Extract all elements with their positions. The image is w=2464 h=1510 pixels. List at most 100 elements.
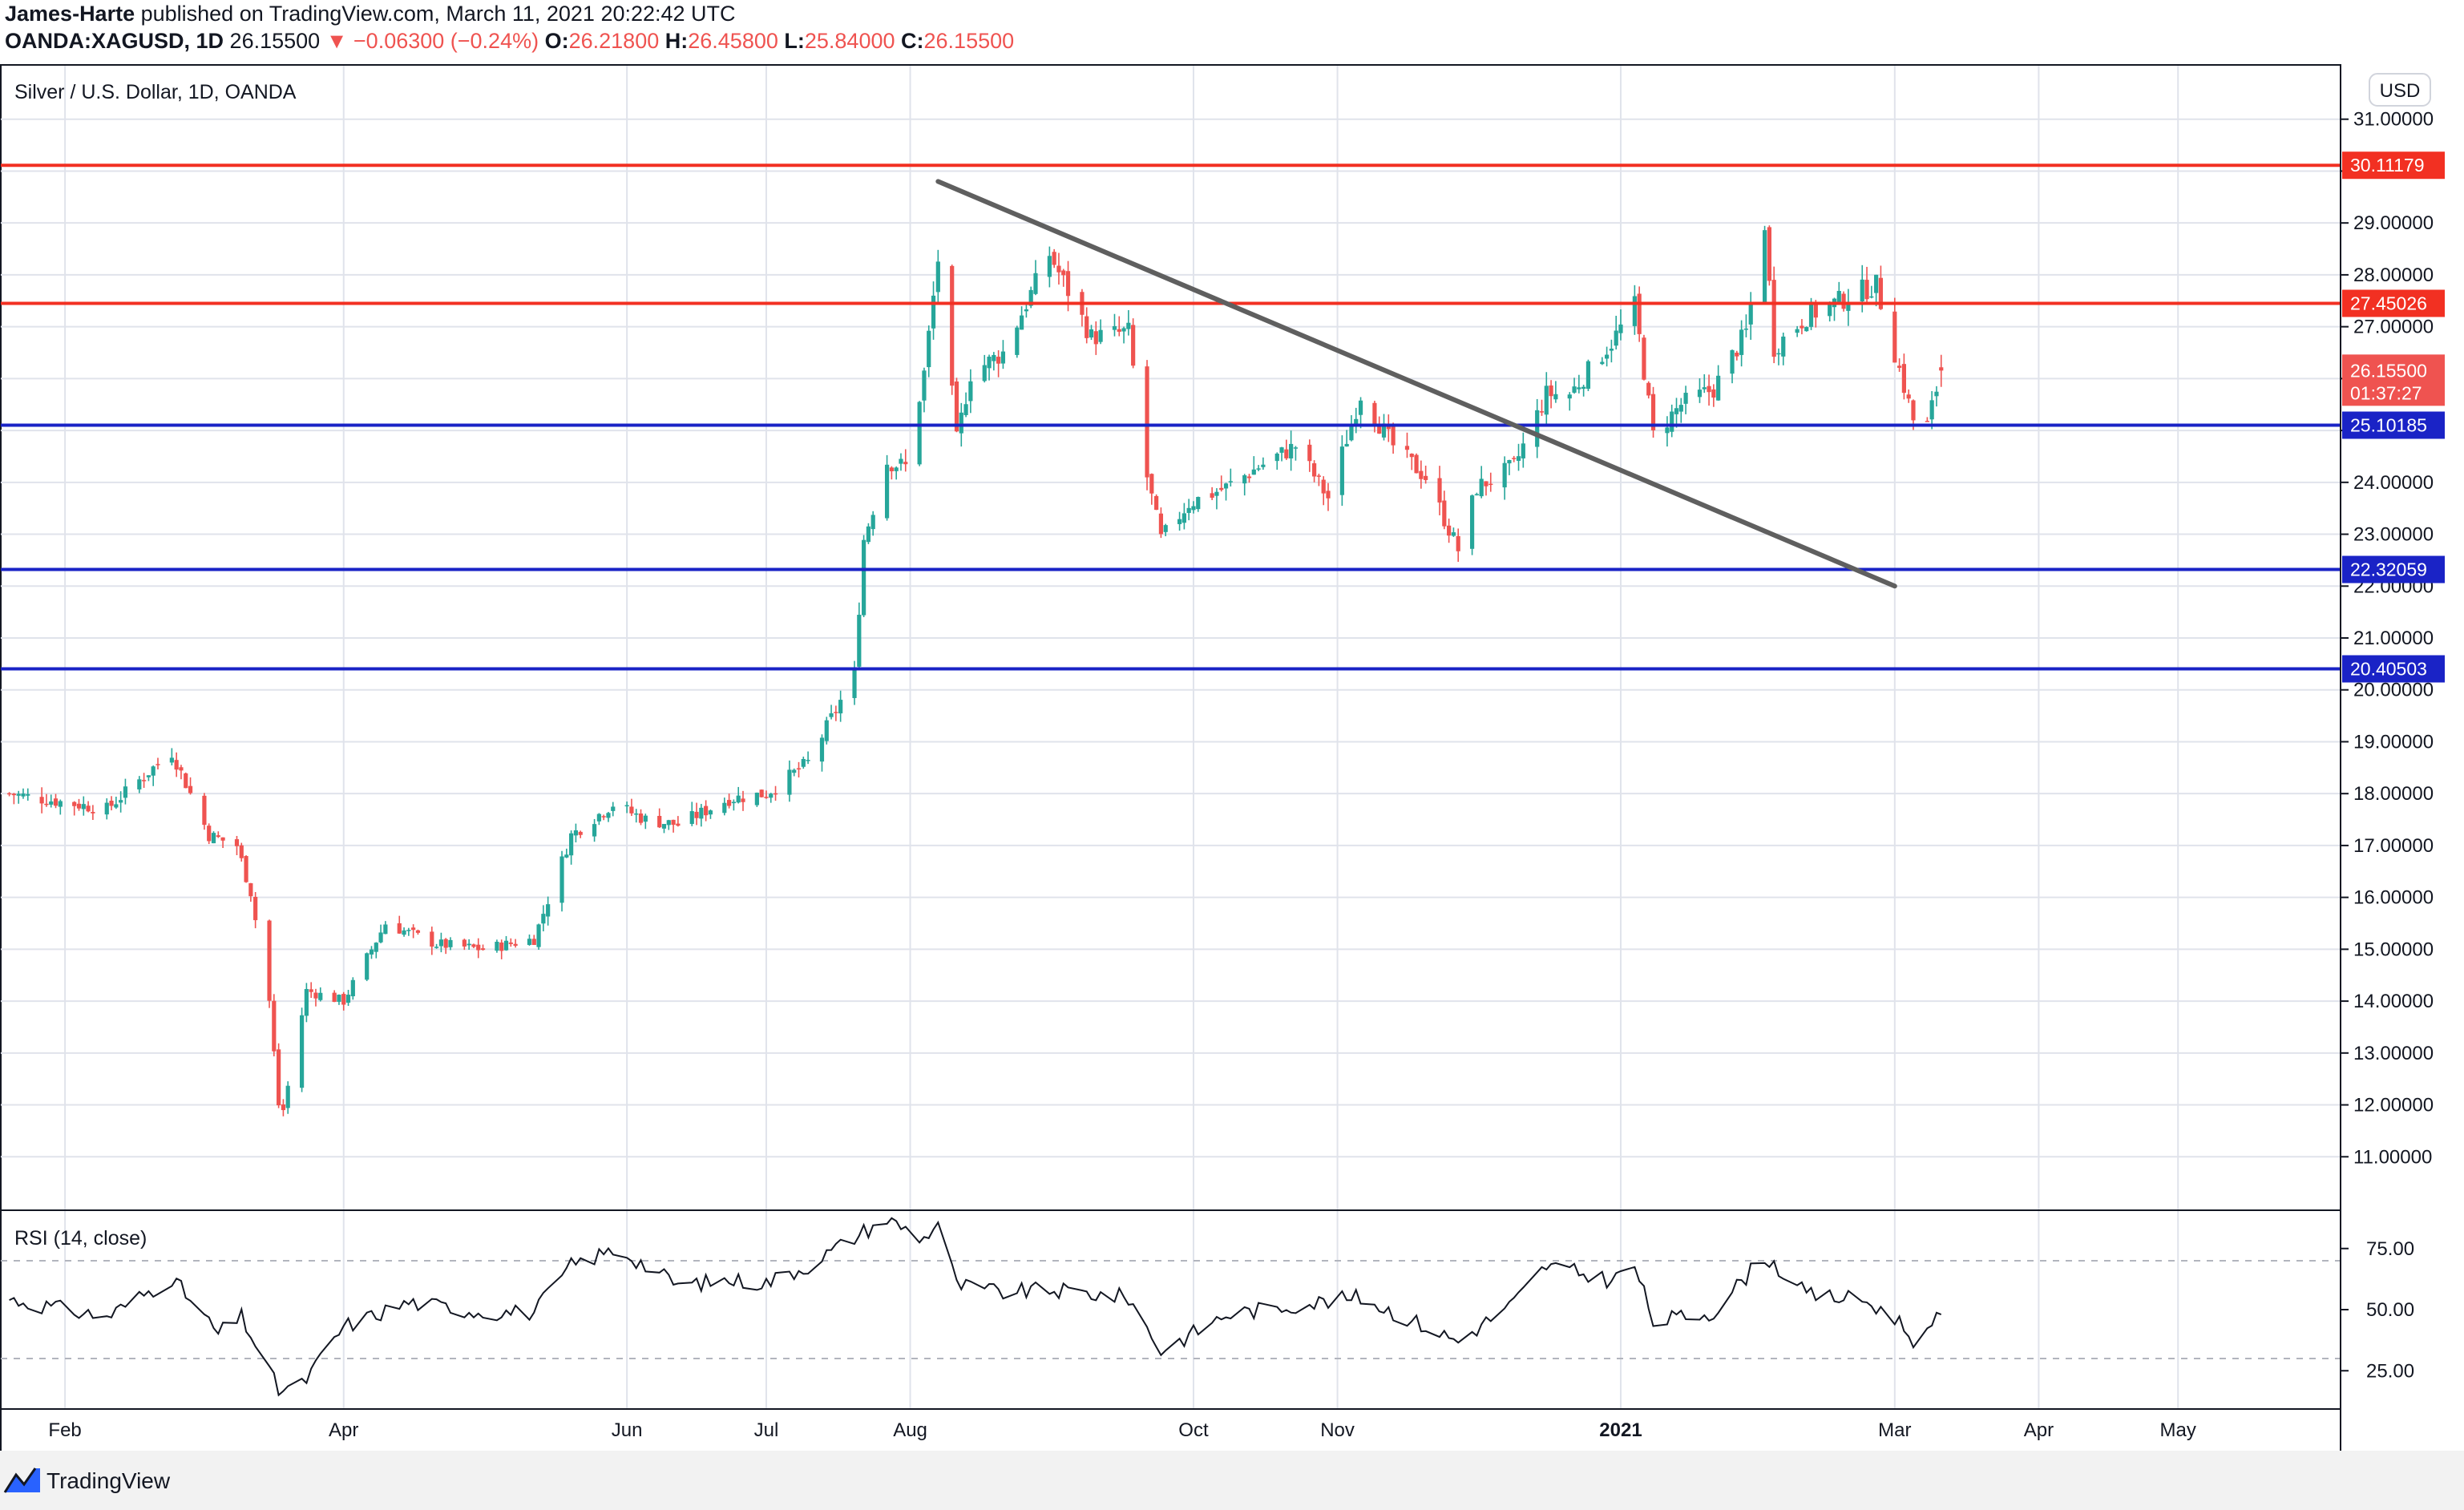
candle-273 (1776, 348, 1781, 365)
candle-body-71 (467, 943, 471, 946)
y-tick-label-2: 13.00000 (2353, 1043, 2434, 1064)
candle-body-107 (699, 807, 704, 819)
candle-body-280 (1828, 303, 1832, 317)
last-price-tag (2342, 354, 2445, 406)
candle-290 (1892, 297, 1897, 363)
candle-body-66 (434, 947, 439, 948)
candle-body-42 (277, 1049, 281, 1106)
candle-body-60 (397, 923, 402, 934)
candle-246 (1605, 346, 1610, 367)
candle-body-93 (606, 813, 611, 818)
candle-89 (578, 830, 583, 838)
candle-72 (471, 943, 476, 948)
candle-221 (1442, 491, 1447, 530)
candle-body-278 (1808, 303, 1814, 327)
candle-body-52 (341, 994, 346, 1005)
candle-body-244 (1585, 361, 1591, 390)
candle-122 (796, 761, 802, 778)
candle-body-265 (1730, 349, 1735, 374)
candle-body-224 (1456, 535, 1460, 551)
candle-body-157 (1024, 309, 1028, 312)
candle-body-149 (968, 381, 973, 402)
candle-83 (541, 905, 546, 932)
candle-body-117 (764, 797, 769, 798)
candle-body-240 (1567, 394, 1572, 399)
candle-217 (1414, 453, 1419, 474)
author-name[interactable]: James-Harte (5, 2, 135, 26)
candle-body-2 (16, 793, 21, 796)
level-tag-3 (2342, 555, 2445, 583)
candle-291 (1897, 358, 1902, 372)
candle-body-159 (1033, 273, 1038, 294)
candle-body-100 (657, 816, 662, 828)
candle-body-125 (819, 737, 825, 762)
horizontal-levels[interactable] (1, 164, 2340, 671)
candle-body-294 (1911, 400, 1916, 421)
candle-181 (1182, 503, 1186, 530)
price-axis[interactable]: 11.00000 12.00000 13.00000 14.00000 15.00000… (2341, 109, 2434, 1169)
candle-180 (1177, 511, 1182, 531)
candle-body-80 (527, 939, 532, 945)
candle-body-272 (1771, 280, 1776, 357)
candle-200 (1307, 439, 1312, 472)
candle-139 (903, 449, 908, 472)
candle-169 (1098, 319, 1103, 345)
candle-26 (174, 752, 179, 777)
candle-body-187 (1219, 487, 1224, 491)
candle-body-198 (1289, 443, 1294, 458)
candle-body-295 (1925, 421, 1929, 422)
candle-272 (1771, 266, 1776, 364)
candle-127 (829, 705, 834, 720)
candle-202 (1316, 473, 1321, 487)
candle-87 (569, 830, 574, 865)
candle-body-238 (1549, 385, 1553, 397)
candlestick-series (6, 225, 1944, 1116)
candle-209 (1358, 397, 1363, 429)
candle-body-227 (1479, 478, 1484, 497)
candle-body-203 (1321, 479, 1326, 494)
candle-50 (332, 990, 337, 1003)
candle-body-69 (448, 939, 453, 947)
candle-body-4 (26, 793, 30, 796)
candle-body-43 (281, 1104, 286, 1111)
y-tick-label-1: 12.00000 (2353, 1095, 2434, 1116)
tradingview-logo-icon[interactable] (3, 1465, 42, 1496)
candle-156 (1020, 306, 1024, 330)
candle-body-152 (992, 354, 996, 361)
footer-brand[interactable]: TradingView (46, 1468, 171, 1493)
candle-86 (564, 848, 569, 858)
candle-body-296 (1929, 400, 1934, 420)
candle-body-202 (1316, 475, 1321, 477)
candle-body-228 (1484, 481, 1488, 487)
candle-body-179 (1163, 525, 1168, 532)
currency-button-frame[interactable] (2369, 73, 2431, 107)
time-axis[interactable]: Feb Apr Jun Jul Aug Oct Nov 2021 Mar Apr May (48, 1419, 2195, 1441)
candle-body-183 (1191, 506, 1196, 511)
candle-76 (499, 939, 504, 959)
y-tick-label-9: 20.00000 (2353, 680, 2434, 701)
trendline-group[interactable] (935, 179, 1897, 589)
candle-body-264 (1716, 375, 1721, 401)
candle-258 (1678, 398, 1683, 423)
candle-263 (1711, 384, 1716, 407)
candle-body-92 (601, 816, 606, 818)
candle-body-163 (1061, 270, 1066, 276)
chart-canvas[interactable]: 11.00000 12.00000 13.00000 14.00000 15.00000… (0, 0, 2464, 1451)
trendline[interactable] (935, 179, 1897, 589)
candle-66 (434, 943, 439, 949)
candle-body-275 (1795, 329, 1800, 333)
candle-body-185 (1210, 493, 1214, 498)
candle-body-62 (406, 930, 411, 931)
candle-71 (467, 939, 471, 951)
currency-button[interactable]: USD (2369, 73, 2431, 107)
candle-body-105 (689, 811, 694, 825)
candle-body-164 (1065, 271, 1071, 297)
rsi-axis[interactable]: 25.00 50.00 75.00 (2341, 1238, 2414, 1383)
level-tag-label-0: 30.11179 (2350, 155, 2425, 176)
candle-113 (736, 786, 741, 804)
candle-body-32 (211, 833, 216, 844)
candle-155 (1015, 325, 1020, 358)
candle-body-64 (415, 930, 421, 933)
candle-168 (1093, 321, 1098, 355)
candle-body-259 (1683, 393, 1688, 404)
